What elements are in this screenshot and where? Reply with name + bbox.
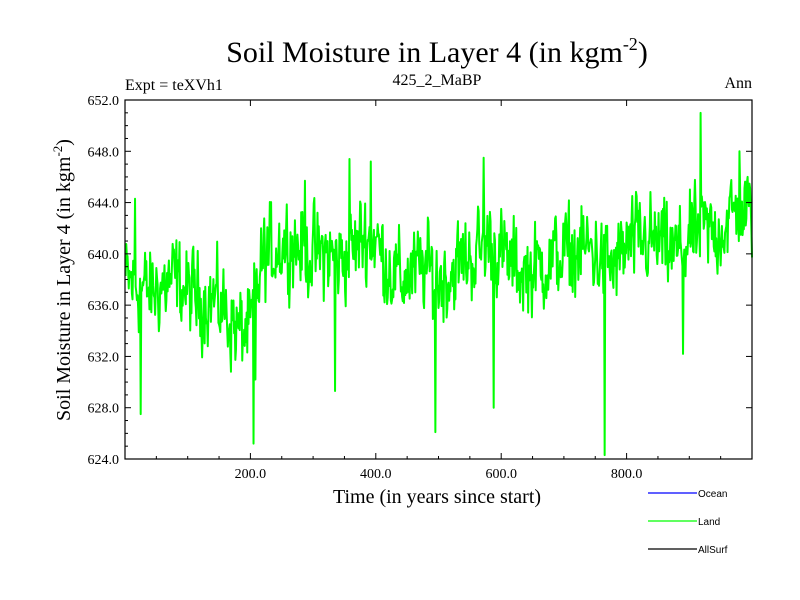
x-tick-label: 400.0 [360,467,392,482]
y-tick-label: 636.0 [88,299,120,314]
legend: Ocean Land AllSurf [648,489,728,556]
plot-area [124,111,753,457]
x-tick-label: 200.0 [235,467,267,482]
y-tick-label: 644.0 [88,197,120,212]
x-tick-label: 600.0 [485,467,517,482]
series-line-land [124,111,753,457]
y-tick-label: 652.0 [88,94,120,109]
subtitle-right: Ann [724,75,752,92]
y-tick-label: 632.0 [88,350,120,365]
y-axis-label: Soil Moisture in Layer 4 (in kgm-2) [50,139,75,421]
y-tick-label: 628.0 [88,402,120,417]
legend-label-ocean: Ocean [698,489,727,500]
legend-label-land: Land [698,517,720,528]
plot-frame [124,99,753,460]
subtitle-center: 425_2_MaBP [393,72,482,89]
x-tick-label: 800.0 [611,467,643,482]
subtitle-left: Expt = teXVh1 [125,77,223,94]
legend-label-allsurf: AllSurf [698,545,728,556]
y-tick-label: 648.0 [88,145,120,160]
y-tick-label: 640.0 [88,248,120,263]
axis-ticks: 624.0 628.0 632.0 636.0 640.0 644.0 648.0 652.0… [88,94,752,482]
y-tick-label: 624.0 [88,453,120,468]
chart-title: Soil Moisture in Layer 4 (in kgm-2) [226,34,648,69]
x-axis-label: Time (in years since start) [333,486,541,508]
